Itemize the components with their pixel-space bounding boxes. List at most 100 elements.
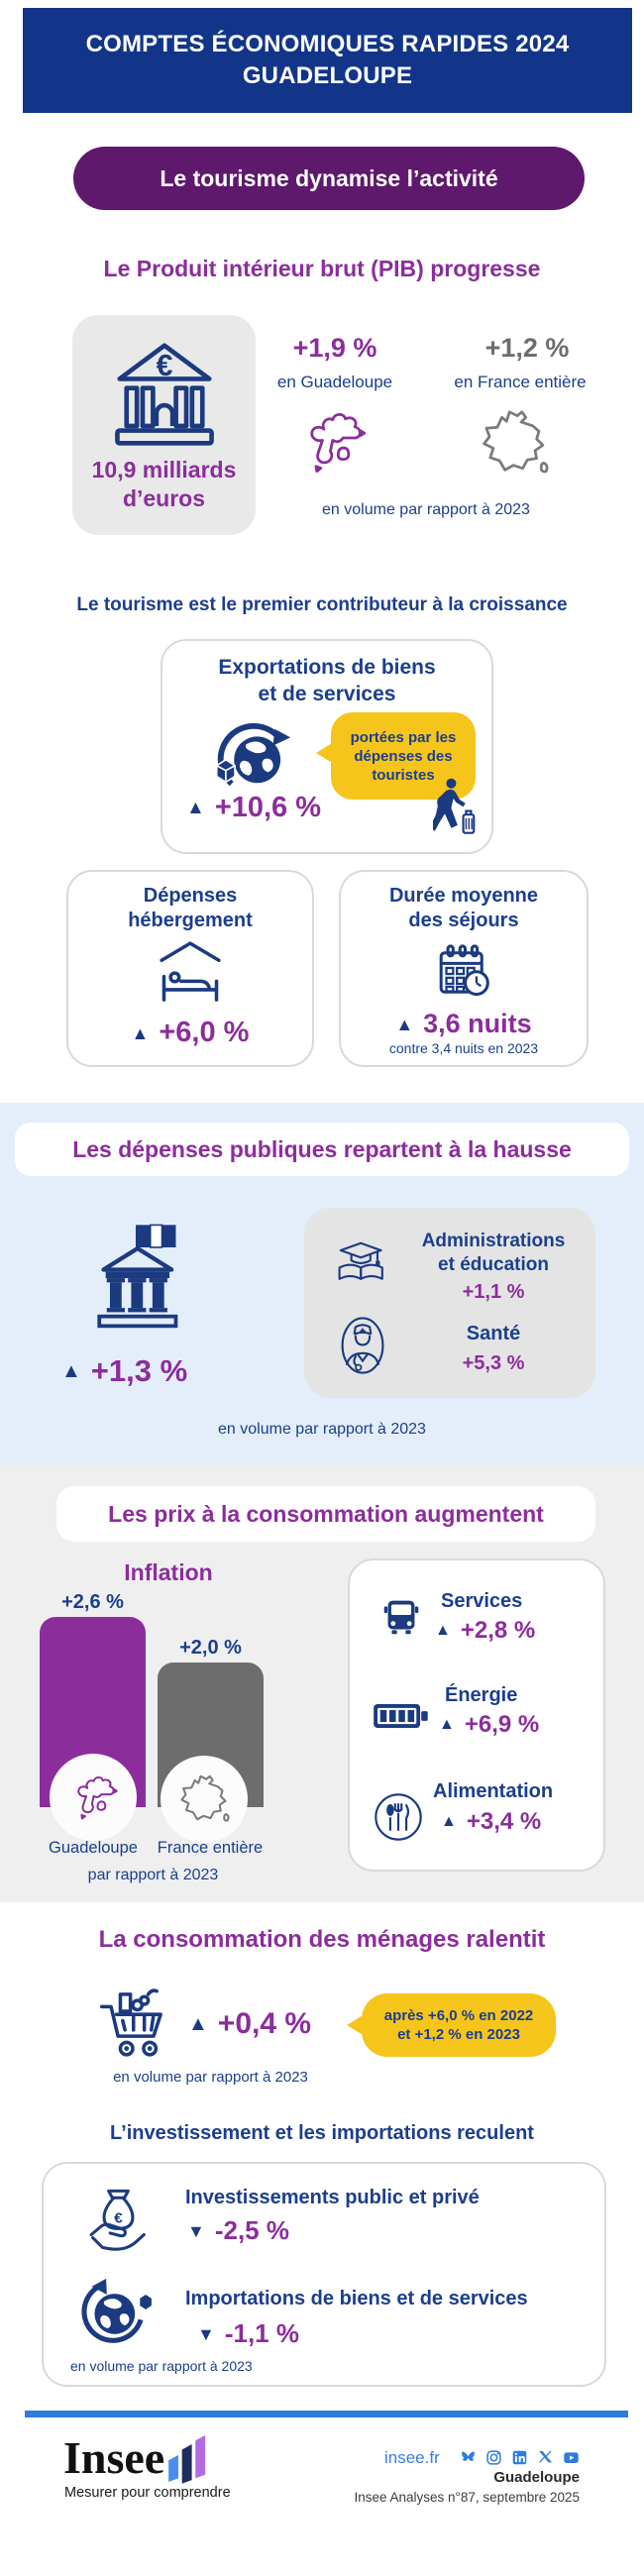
health-value: +5,3 % <box>462 1352 525 1374</box>
sejours-title-line2: des séjours <box>408 910 519 931</box>
guadeloupe-map-icon <box>64 1769 122 1826</box>
header-title-line2: GUADELOUPE <box>242 62 413 89</box>
hebergement-title-line1: Dépenses <box>143 885 238 907</box>
up-triangle-icon: ▲ <box>131 1022 150 1043</box>
doctor-icon <box>336 1313 389 1378</box>
up-triangle-icon: ▲ <box>441 1813 457 1830</box>
bus-icon <box>377 1592 425 1640</box>
instagram-icon[interactable] <box>485 2449 502 2466</box>
x-icon[interactable] <box>537 2449 554 2466</box>
inflation-france-value: +2,0 % <box>179 1637 242 1659</box>
up-triangle-icon: ▲ <box>188 2013 208 2035</box>
hebergement-title-line2: hébergement <box>128 910 253 931</box>
guadeloupe-map-icon <box>291 402 373 482</box>
youtube-icon[interactable] <box>563 2449 580 2466</box>
public-spending-value: +1,3 % <box>90 1353 188 1388</box>
hand-moneybag-icon <box>81 2180 159 2255</box>
services-label: Services <box>441 1590 523 1612</box>
prices-title-pill: Les prix à la consommation augmentent <box>56 1486 595 1542</box>
bluesky-icon[interactable] <box>460 2449 477 2466</box>
insee-logo-text: Insee <box>63 2432 165 2483</box>
guadeloupe-map-circle <box>50 1754 137 1841</box>
public-spending-detail-card: Administrations et éducation +1,1 % Sant… <box>304 1208 595 1398</box>
prices-detail-card: Services ▲ +2,8 % Énergie ▲ +6,9 % Alime… <box>348 1558 605 1872</box>
pib-amount-line2: d’euros <box>122 485 206 511</box>
bed-icon <box>148 933 233 1011</box>
insee-tagline: Mesurer pour comprendre <box>64 2485 231 2501</box>
admin-label-line2: et éducation <box>438 1254 549 1275</box>
investment-value: -2,5 % <box>214 2215 289 2245</box>
imports-label: Importations de biens et de services <box>185 2288 528 2309</box>
pib-guadeloupe-value: +1,9 % <box>292 333 377 363</box>
admin-value: +1,1 % <box>462 1281 525 1303</box>
health-label: Santé <box>466 1323 521 1344</box>
globe-export-icon <box>210 712 301 796</box>
linkedin-icon[interactable] <box>511 2449 528 2466</box>
bank-euro-icon <box>104 333 225 448</box>
insee-logo-bars-icon <box>168 2435 208 2491</box>
exports-title-line2: et de services <box>258 683 396 705</box>
investment-card: Investissements public et privé ▼ -2,5 %… <box>42 2162 606 2387</box>
tourist-spending-bubble: portées par les dépenses des touristes <box>316 712 476 800</box>
france-map-icon <box>476 404 553 482</box>
pib-france-value: +1,2 % <box>484 333 570 363</box>
alimentation-label: Alimentation <box>433 1780 554 1802</box>
consumption-value: +0,4 % <box>217 2007 312 2040</box>
energie-value: +6,9 % <box>464 1711 540 1738</box>
footer-publication: Insee Analyses n°87, septembre 2025 <box>354 2490 580 2505</box>
sejours-note: contre 3,4 nuits en 2023 <box>388 1040 539 1056</box>
sejours-value: 3,6 nuits <box>423 1009 532 1038</box>
header-title-line1: COMPTES ÉCONOMIQUES RAPIDES 2024 <box>85 31 570 57</box>
services-value: +2,8 % <box>460 1617 536 1644</box>
section-title-tourism: Le tourisme est le premier contributeur … <box>76 594 568 615</box>
government-building-flag-icon <box>81 1211 198 1343</box>
header-banner: COMPTES ÉCONOMIQUES RAPIDES 2024 GUADELO… <box>23 8 632 113</box>
section-title-consumption: La consommation des ménages ralentit <box>98 1926 546 1953</box>
imports-value: -1,1 % <box>224 2318 299 2348</box>
consumption-bubble-line1: après +6,0 % en 2022 <box>383 2007 534 2024</box>
battery-icon <box>372 1699 431 1733</box>
consumption-history-bubble: après +6,0 % en 2022 et +1,2 % en 2023 <box>347 1993 556 2057</box>
sejours-card: Durée moyenne des séjours ▲ 3,6 nuits co… <box>339 870 589 1067</box>
exports-card: Exportations de biens et de services por… <box>161 639 493 854</box>
section-title-investment: L’investissement et les importations rec… <box>110 2122 534 2144</box>
exports-value: +10,6 % <box>214 792 322 823</box>
pib-footnote: en volume par rapport à 2023 <box>322 501 530 518</box>
france-map-circle <box>161 1756 248 1843</box>
up-triangle-icon: ▲ <box>186 798 205 818</box>
inflation-guadeloupe-label: Guadeloupe <box>49 1839 138 1857</box>
alimentation-value: +3,4 % <box>466 1808 542 1835</box>
pib-amount-card: 10,9 milliards d’euros <box>72 315 256 535</box>
up-triangle-icon: ▲ <box>61 1360 81 1382</box>
calendar-clock-icon <box>423 933 504 1009</box>
sejours-title-line1: Durée moyenne <box>388 885 539 907</box>
public-spending-title-pill: Les dépenses publiques repartent à la ha… <box>15 1123 629 1176</box>
globe-import-icon <box>77 2275 157 2350</box>
insee-site-link[interactable]: insee.fr <box>384 2448 440 2467</box>
investment-label: Investissements public et privé <box>185 2187 480 2208</box>
shopping-cart-icon <box>97 1982 182 2063</box>
inflation-guadeloupe-value: +2,6 % <box>61 1591 124 1613</box>
headline-text: Le tourisme dynamise l’activité <box>160 164 498 191</box>
bubble-line2: dépenses des <box>354 747 453 765</box>
headline-pill: Le tourisme dynamise l’activité <box>73 147 585 210</box>
inflation-chart-title: Inflation <box>124 1559 213 1585</box>
prices-footnote: par rapport à 2023 <box>87 1867 219 1883</box>
bubble-line1: portées par les <box>350 728 457 746</box>
bubble-line3: touristes <box>372 766 435 784</box>
admin-label-line1: Administrations <box>421 1231 566 1251</box>
public-spending-footnote: en volume par rapport à 2023 <box>218 1421 426 1438</box>
section-title-pib: Le Produit intérieur brut (PIB) progress… <box>103 256 541 281</box>
exports-title-line1: Exportations de biens <box>218 656 436 679</box>
energie-label: Énergie <box>445 1684 518 1706</box>
investment-footnote: en volume par rapport à 2023 <box>70 2358 253 2374</box>
pib-france-label: en France entière <box>454 373 587 391</box>
hebergement-card: Dépenses hébergement ▲ +6,0 % <box>66 870 314 1067</box>
traveler-icon <box>433 778 477 837</box>
consumption-footnote: en volume par rapport à 2023 <box>113 2069 308 2086</box>
pib-guadeloupe-label: en Guadeloupe <box>276 373 393 391</box>
pib-amount-line1: 10,9 milliards <box>91 457 237 483</box>
inflation-france-label: France entière <box>157 1839 264 1857</box>
insee-logo: Insee <box>63 2435 208 2491</box>
up-triangle-icon: ▲ <box>439 1716 455 1733</box>
